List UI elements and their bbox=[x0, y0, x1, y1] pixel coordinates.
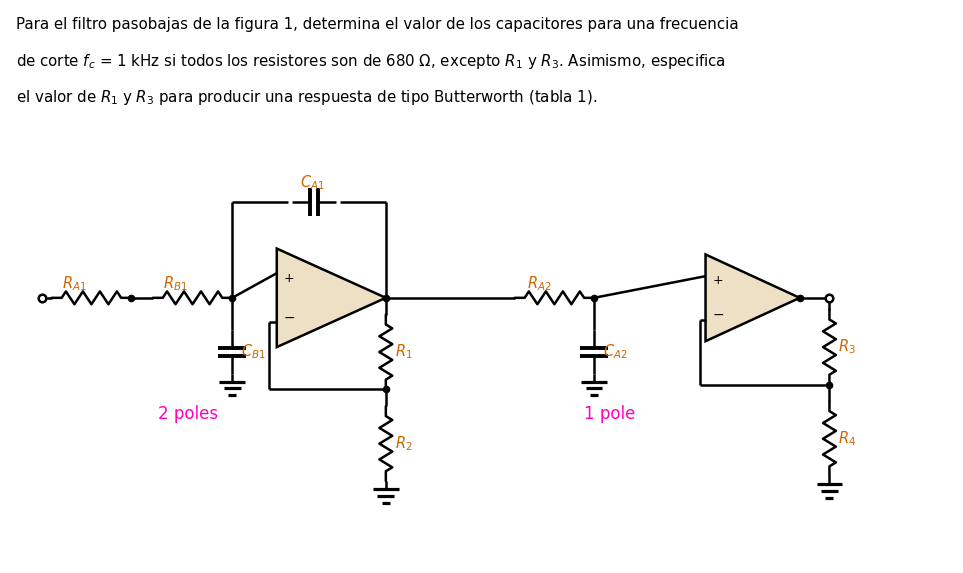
Text: 2 poles: 2 poles bbox=[158, 405, 218, 423]
Text: $R_{A1}$: $R_{A1}$ bbox=[62, 274, 87, 293]
Polygon shape bbox=[276, 249, 386, 347]
Text: $R_4$: $R_4$ bbox=[839, 429, 856, 448]
Text: Para el filtro pasobajas de la figura 1, determina el valor de los capacitores p: Para el filtro pasobajas de la figura 1,… bbox=[16, 17, 739, 32]
Text: $R_{B1}$: $R_{B1}$ bbox=[163, 274, 188, 293]
Text: $R_2$: $R_2$ bbox=[395, 434, 412, 453]
Text: el valor de $R_1$ y $R_3$ para producir una respuesta de tipo Butterworth (tabla: el valor de $R_1$ y $R_3$ para producir … bbox=[16, 88, 597, 107]
Text: $C_{A1}$: $C_{A1}$ bbox=[300, 174, 325, 193]
Text: $R_3$: $R_3$ bbox=[839, 337, 856, 356]
Text: $R_1$: $R_1$ bbox=[395, 343, 412, 362]
Text: $R_{A2}$: $R_{A2}$ bbox=[527, 274, 551, 293]
Text: +: + bbox=[713, 274, 723, 287]
Text: de corte $f_c$ = 1 kHz si todos los resistores son de 680 $\Omega$, excepto $R_1: de corte $f_c$ = 1 kHz si todos los resi… bbox=[16, 53, 726, 72]
Text: −: − bbox=[284, 311, 296, 324]
Polygon shape bbox=[706, 254, 799, 341]
Text: −: − bbox=[713, 308, 724, 322]
Text: $C_{B1}$: $C_{B1}$ bbox=[241, 343, 266, 362]
Text: 1 pole: 1 pole bbox=[585, 405, 636, 423]
Text: +: + bbox=[284, 272, 295, 285]
Text: $C_{A2}$: $C_{A2}$ bbox=[603, 343, 628, 362]
